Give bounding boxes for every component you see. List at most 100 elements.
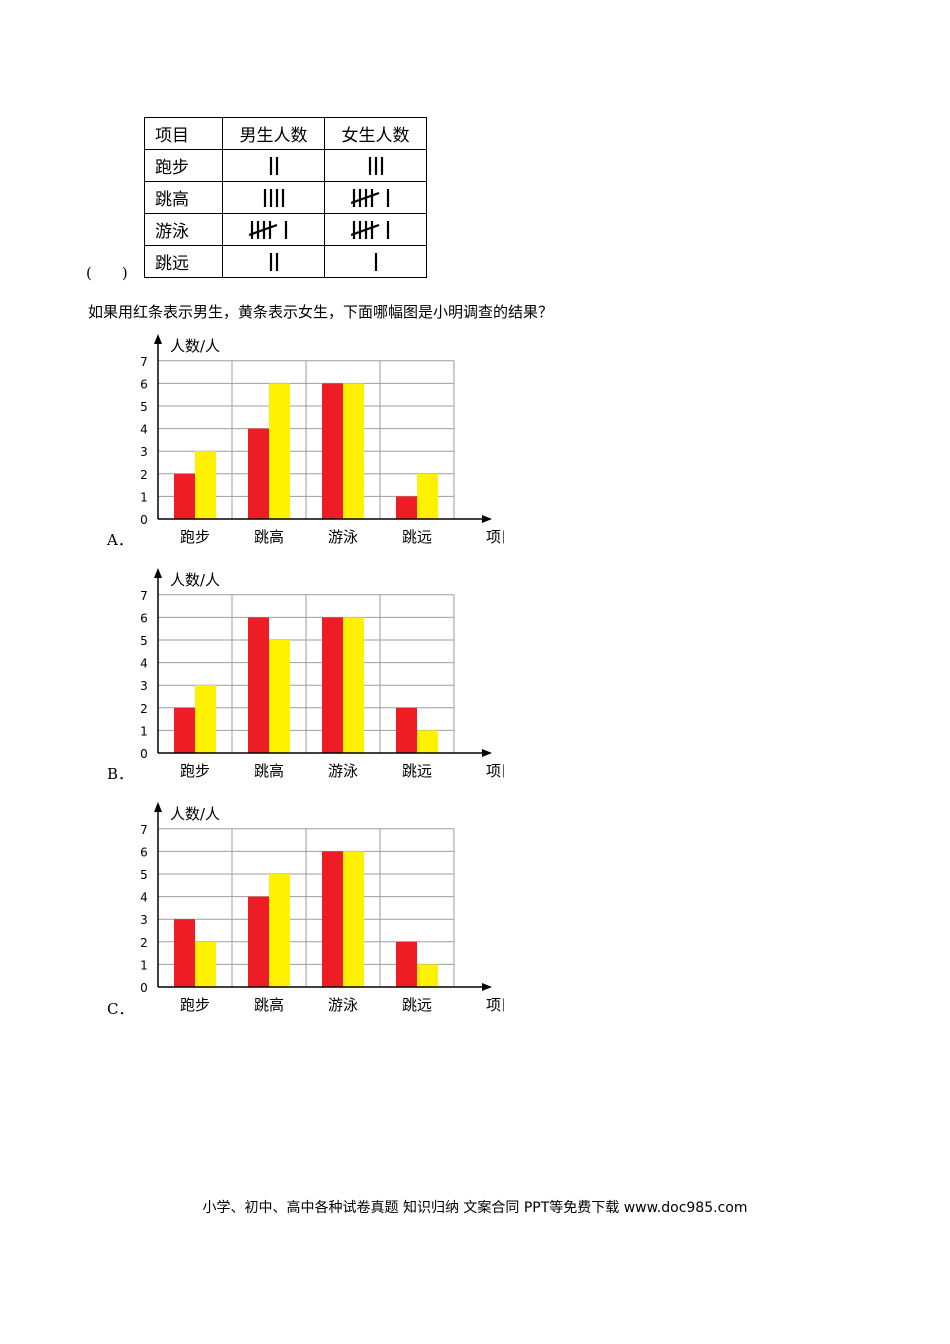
tally-girls <box>324 245 427 278</box>
x-axis-arrow <box>482 749 492 757</box>
bar-boys <box>248 617 269 753</box>
x-tick-label: 跑步 <box>180 528 210 546</box>
y-tick-label: 1 <box>140 724 148 738</box>
tally-boys <box>222 149 325 182</box>
bar-chart-b: 0 1 2 3 4 5 6 7 跑步 跳高 游泳 跳远 人数/人项目 <box>140 568 504 780</box>
y-tick-label: 7 <box>140 355 148 369</box>
bar-boys <box>174 707 195 753</box>
x-axis-label: 项目 <box>486 528 504 546</box>
x-tick-label: 跳远 <box>402 762 432 780</box>
bar-boys <box>174 919 195 987</box>
y-tick-label: 4 <box>140 657 148 671</box>
row-item: 跳高 <box>144 181 223 214</box>
y-axis-arrow <box>154 568 162 578</box>
option-label: B． <box>107 765 134 783</box>
y-tick-label: 1 <box>140 490 148 504</box>
row-item: 游泳 <box>144 213 223 246</box>
tally-marks <box>368 156 383 175</box>
tally-marks <box>248 220 287 239</box>
x-tick-label: 跳高 <box>254 996 284 1014</box>
y-tick-label: 7 <box>140 589 148 603</box>
header-boys: 男生人数 <box>222 117 325 150</box>
y-tick-label: 0 <box>140 513 148 527</box>
tally-marks <box>350 188 389 207</box>
bar-girls <box>269 640 290 753</box>
y-tick-label: 3 <box>140 445 148 459</box>
y-tick-label: 7 <box>140 823 148 837</box>
bar-boys <box>248 896 269 987</box>
tally-girls <box>324 149 427 182</box>
row-item: 跳远 <box>144 245 223 278</box>
tally-marks <box>269 156 278 175</box>
y-tick-label: 0 <box>140 981 148 995</box>
tally-marks <box>350 220 389 239</box>
x-tick-label: 游泳 <box>328 528 358 546</box>
tally-marks <box>269 252 278 271</box>
table-row: 跳远 <box>144 245 427 278</box>
x-tick-label: 跳远 <box>402 996 432 1014</box>
bar-chart-a: 0 1 2 3 4 5 6 7 跑步 跳高 游泳 跳远 人数/人项目 <box>140 334 504 546</box>
x-tick-label: 游泳 <box>328 996 358 1014</box>
x-axis-label: 项目 <box>486 996 504 1014</box>
footer-text: 小学、初中、高中各种试卷真题 知识归纳 文案合同 PPT等免费下载 www.do… <box>202 1200 748 1216</box>
bar-girls <box>343 383 364 519</box>
y-tick-label: 5 <box>140 868 148 882</box>
y-tick-label: 2 <box>140 468 148 482</box>
bar-girls <box>417 730 438 753</box>
bar-girls <box>269 874 290 987</box>
bar-boys <box>396 707 417 753</box>
y-axis-label: 人数/人 <box>170 337 220 355</box>
tally-marks <box>263 188 284 207</box>
x-tick-label: 跳高 <box>254 762 284 780</box>
y-tick-label: 3 <box>140 913 148 927</box>
bar-girls <box>417 473 438 519</box>
bar-chart-c: 0 1 2 3 4 5 6 7 跑步 跳高 游泳 跳远 人数/人项目 <box>140 802 504 1014</box>
y-tick-label: 2 <box>140 936 148 950</box>
bar-girls <box>269 383 290 519</box>
bar-boys <box>322 851 343 987</box>
y-tick-label: 5 <box>140 400 148 414</box>
bar-girls <box>195 685 216 753</box>
bar-girls <box>195 451 216 519</box>
x-tick-label: 跳远 <box>402 528 432 546</box>
table-row: 游泳 <box>144 213 427 246</box>
header-item: 项目 <box>144 117 223 150</box>
tally-girls <box>324 181 427 214</box>
bar-boys <box>322 617 343 753</box>
tally-cross-stroke <box>350 223 379 236</box>
table-row: 跳高 <box>144 181 427 214</box>
table-header-row: 项目 男生人数 女生人数 <box>144 117 427 150</box>
y-tick-label: 5 <box>140 634 148 648</box>
x-tick-label: 游泳 <box>328 762 358 780</box>
header-girls: 女生人数 <box>324 117 427 150</box>
option-label: A． <box>107 531 133 549</box>
y-tick-label: 4 <box>140 423 148 437</box>
bar-boys <box>322 383 343 519</box>
tally-cross-stroke <box>350 191 379 204</box>
x-tick-label: 跑步 <box>180 996 210 1014</box>
question-text: 如果用红条表示男生，黄条表示女生，下面哪幅图是小明调查的结果？ <box>88 303 554 321</box>
tally-boys <box>222 245 325 278</box>
option-label: C． <box>107 1000 134 1018</box>
tally-boys <box>222 181 325 214</box>
tally-boys <box>222 213 325 246</box>
answer-parentheses: ( ) <box>86 264 128 282</box>
y-tick-label: 6 <box>140 377 148 391</box>
tally-marks <box>374 252 377 271</box>
x-axis-arrow <box>482 515 492 523</box>
y-tick-label: 1 <box>140 958 148 972</box>
y-axis-arrow <box>154 334 162 344</box>
y-tick-label: 6 <box>140 611 148 625</box>
y-tick-label: 3 <box>140 679 148 693</box>
bar-girls <box>195 941 216 987</box>
y-tick-label: 2 <box>140 702 148 716</box>
bar-girls <box>417 964 438 987</box>
table-row: 跑步 <box>144 149 427 182</box>
y-axis-label: 人数/人 <box>170 571 220 589</box>
x-axis-arrow <box>482 983 492 991</box>
x-tick-label: 跳高 <box>254 528 284 546</box>
bar-boys <box>396 496 417 519</box>
y-axis-label: 人数/人 <box>170 805 220 823</box>
tally-cross-stroke <box>248 223 277 236</box>
row-item: 跑步 <box>144 149 223 182</box>
